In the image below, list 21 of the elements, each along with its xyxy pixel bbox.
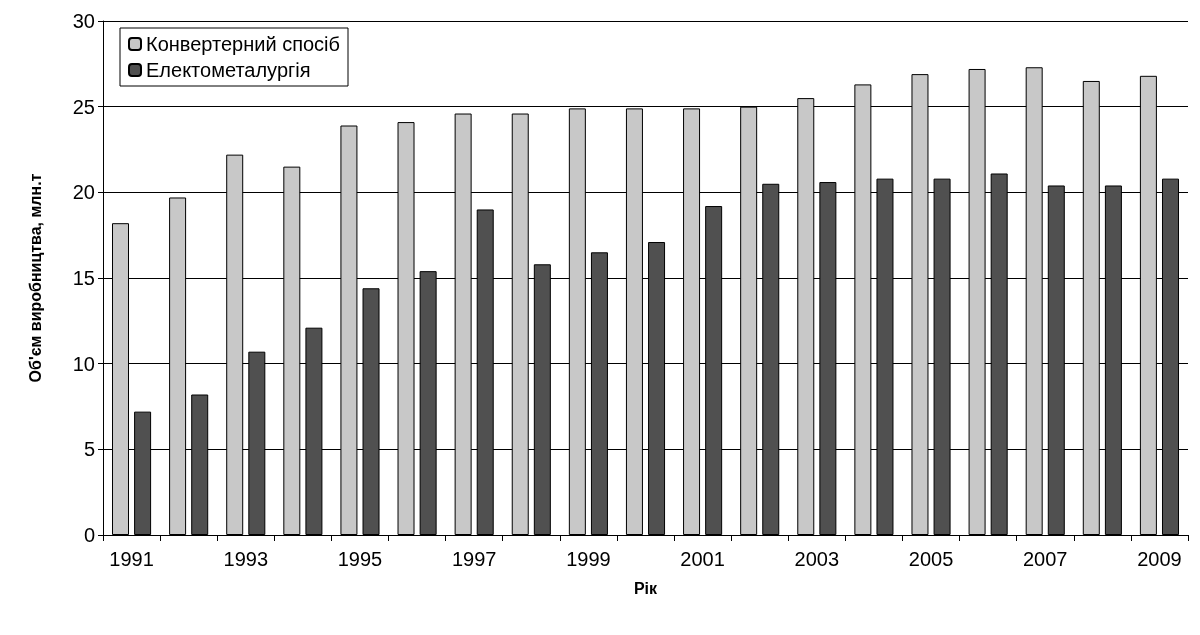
y-tick-label: 30 bbox=[72, 10, 95, 32]
x-tick-label: 1993 bbox=[223, 548, 269, 570]
legend-label: Конвертерний спосіб bbox=[146, 33, 341, 55]
legend-label: Електометалургія bbox=[146, 59, 311, 81]
x-tick-label: 2001 bbox=[680, 548, 725, 570]
x-tick-label: 2007 bbox=[1022, 548, 1068, 570]
y-tick-label: 15 bbox=[72, 267, 95, 289]
x-tick-label: 2003 bbox=[794, 548, 840, 570]
y-axis-title: Об'єм виробництва, млн.т bbox=[26, 173, 44, 383]
x-tick-label: 1997 bbox=[451, 548, 497, 570]
x-tick-label: 1995 bbox=[337, 548, 383, 570]
x-tick-label: 2005 bbox=[908, 548, 954, 570]
y-tick-label: 5 bbox=[83, 438, 95, 461]
y-tick-label: 25 bbox=[72, 95, 95, 118]
x-axis-title: Рік bbox=[633, 579, 659, 597]
x-tick-label: 2009 bbox=[1137, 548, 1182, 570]
y-tick-label: 10 bbox=[72, 352, 95, 375]
y-tick-label: 20 bbox=[72, 181, 95, 204]
x-tick-label: 1991 bbox=[109, 548, 154, 570]
y-tick-label: 0 bbox=[83, 524, 95, 546]
x-tick-label: 1999 bbox=[566, 548, 611, 570]
